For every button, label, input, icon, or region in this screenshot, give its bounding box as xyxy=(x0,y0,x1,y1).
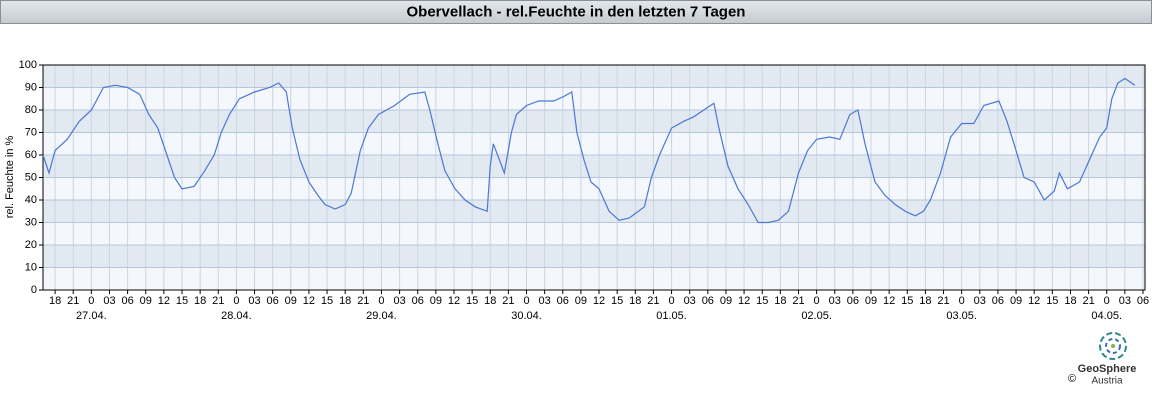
x-tick-label: 0 xyxy=(669,295,675,307)
x-tick-label: 15 xyxy=(466,295,478,307)
x-tick-label: 0 xyxy=(378,295,384,307)
x-tick-label: 21 xyxy=(212,295,224,307)
x-tick-label: 03 xyxy=(684,295,696,307)
x-tick-label: 09 xyxy=(140,295,152,307)
x-tick-label: 21 xyxy=(1082,295,1094,307)
plot-frame xyxy=(42,64,1146,291)
y-tick-label: 70 xyxy=(25,126,37,138)
x-tick-label: 03 xyxy=(539,295,551,307)
x-tick-label: 18 xyxy=(339,295,351,307)
x-tick-label: 12 xyxy=(448,295,460,307)
x-tick-label: 21 xyxy=(67,295,79,307)
y-tick-label: 30 xyxy=(25,216,37,228)
x-tick-label: 09 xyxy=(285,295,297,307)
x-tick-label: 15 xyxy=(321,295,333,307)
grid-band xyxy=(43,65,1145,88)
x-tick-label: 09 xyxy=(575,295,587,307)
date-label: 02.05. xyxy=(801,310,832,322)
x-tick-label: 12 xyxy=(738,295,750,307)
x-tick-label: 03 xyxy=(974,295,986,307)
x-tick-label: 18 xyxy=(484,295,496,307)
x-tick-label: 03 xyxy=(1119,295,1131,307)
data-line xyxy=(42,77,1136,224)
x-tick-label: 09 xyxy=(1010,295,1022,307)
y-tick-label: 100 xyxy=(19,59,37,71)
x-tick-label: 21 xyxy=(792,295,804,307)
x-tick-label: 21 xyxy=(937,295,949,307)
x-tick-label: 09 xyxy=(430,295,442,307)
date-label: 29.04. xyxy=(366,310,397,322)
grid-band xyxy=(43,245,1145,268)
x-tick-label: 03 xyxy=(103,295,115,307)
x-tick-label: 18 xyxy=(774,295,786,307)
x-tick-label: 09 xyxy=(865,295,877,307)
x-tick-label: 06 xyxy=(1137,295,1149,307)
logo-icon xyxy=(1111,344,1115,348)
grid-band xyxy=(43,200,1145,223)
y-axis-label: rel. Feuchte in % xyxy=(4,136,16,219)
x-tick-label: 12 xyxy=(158,295,170,307)
y-tick-label: 10 xyxy=(25,261,37,273)
x-tick-label: 15 xyxy=(176,295,188,307)
x-tick-label: 06 xyxy=(557,295,569,307)
x-tick-label: 18 xyxy=(49,295,61,307)
x-tick-label: 06 xyxy=(992,295,1004,307)
x-tick-label: 18 xyxy=(194,295,206,307)
x-tick-label: 09 xyxy=(720,295,732,307)
logo-name: GeoSphere xyxy=(1078,363,1137,375)
date-label: 01.05. xyxy=(656,310,687,322)
x-tick-label: 06 xyxy=(412,295,424,307)
date-label: 30.04. xyxy=(511,310,542,322)
date-label: 04.05. xyxy=(1091,310,1122,322)
x-tick-label: 03 xyxy=(393,295,405,307)
logo-icon xyxy=(1105,338,1121,354)
x-tick-label: 18 xyxy=(1064,295,1076,307)
copyright: © xyxy=(1068,373,1076,385)
y-tick-label: 80 xyxy=(25,104,37,116)
x-tick-label: 06 xyxy=(267,295,279,307)
y-tick-label: 60 xyxy=(25,149,37,161)
y-tick-label: 50 xyxy=(25,171,37,183)
x-tick-label: 0 xyxy=(959,295,965,307)
x-tick-label: 21 xyxy=(502,295,514,307)
date-label: 28.04. xyxy=(221,310,252,322)
x-tick-label: 12 xyxy=(593,295,605,307)
x-tick-label: 06 xyxy=(847,295,859,307)
y-tick-label: 20 xyxy=(25,239,37,251)
x-tick-label: 0 xyxy=(88,295,94,307)
x-tick-label: 21 xyxy=(647,295,659,307)
x-tick-label: 15 xyxy=(901,295,913,307)
x-tick-label: 0 xyxy=(1104,295,1110,307)
logo: GeoSphere Austria © xyxy=(1068,332,1137,387)
x-tick-label: 18 xyxy=(629,295,641,307)
x-tick-label: 0 xyxy=(523,295,529,307)
x-tick-label: 03 xyxy=(829,295,841,307)
y-tick-label: 40 xyxy=(25,194,37,206)
x-tick-label: 21 xyxy=(357,295,369,307)
x-tick-label: 12 xyxy=(883,295,895,307)
chart-title: Obervellach - rel.Feuchte in den letzten… xyxy=(407,3,746,20)
x-tick-label: 06 xyxy=(702,295,714,307)
x-tick-label: 06 xyxy=(121,295,133,307)
logo-icon xyxy=(1099,332,1127,360)
grid-band xyxy=(43,110,1145,133)
y-tick-label: 0 xyxy=(31,284,37,296)
x-tick-label: 15 xyxy=(611,295,623,307)
x-tick-label: 03 xyxy=(248,295,260,307)
x-tick-label: 0 xyxy=(233,295,239,307)
x-tick-label: 0 xyxy=(814,295,820,307)
date-label: 03.05. xyxy=(946,310,977,322)
x-tick-label: 18 xyxy=(919,295,931,307)
x-tick-label: 15 xyxy=(756,295,768,307)
x-tick-label: 12 xyxy=(1028,295,1040,307)
x-tick-label: 15 xyxy=(1046,295,1058,307)
y-tick-label: 90 xyxy=(25,81,37,93)
x-tick-label: 12 xyxy=(303,295,315,307)
logo-sub: Austria xyxy=(1091,376,1123,387)
date-label: 27.04. xyxy=(76,310,107,322)
